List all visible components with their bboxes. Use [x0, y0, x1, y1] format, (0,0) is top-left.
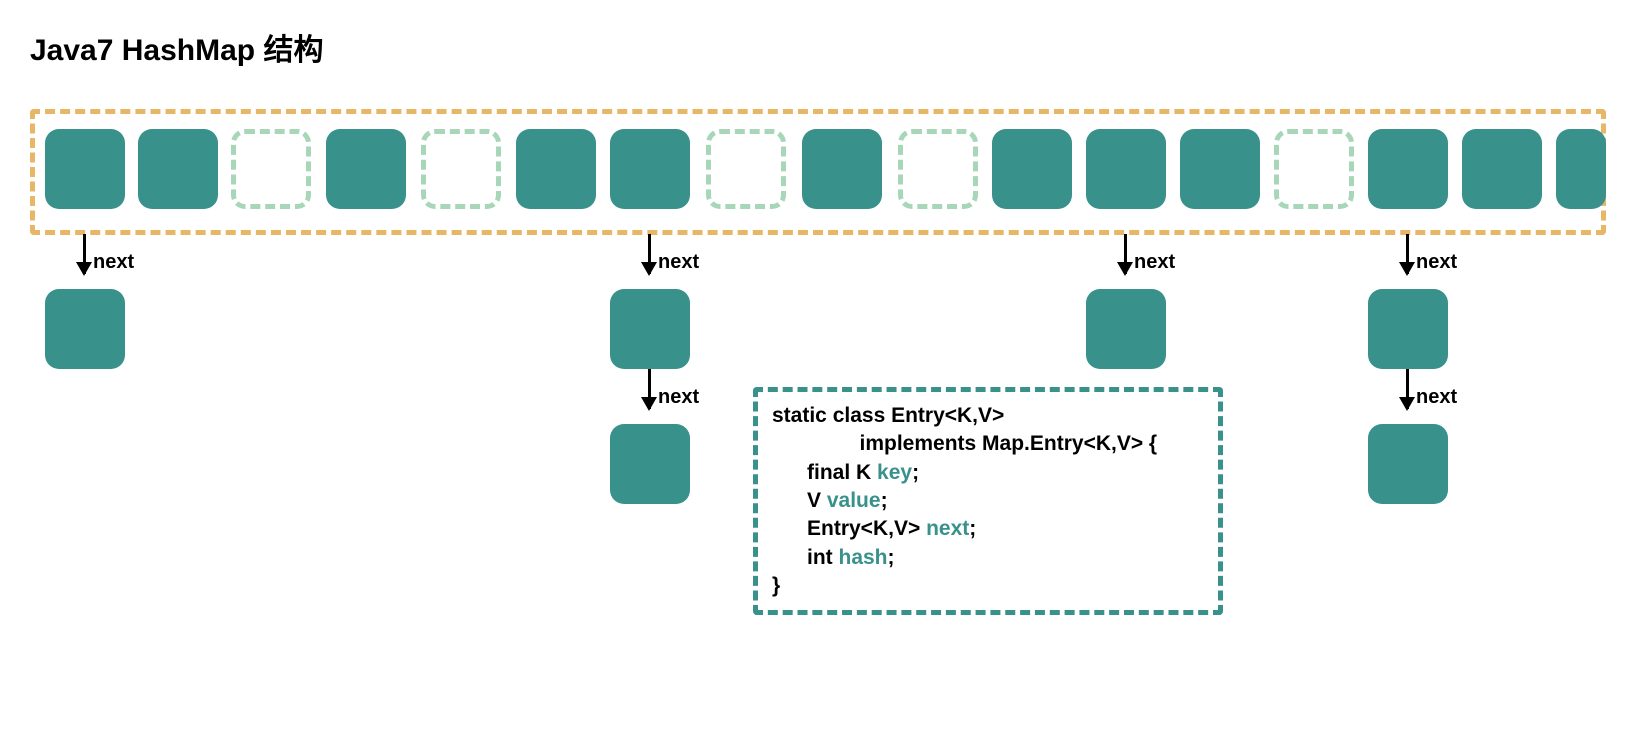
code-line: }	[772, 572, 1204, 600]
array-slot-filled	[326, 129, 406, 209]
code-highlight: key	[877, 461, 912, 484]
next-arrow	[648, 234, 651, 274]
array-slot-filled	[1556, 129, 1606, 209]
array-slot-filled	[45, 129, 125, 209]
next-arrow-label: next	[93, 251, 134, 274]
next-arrow-label: next	[658, 251, 699, 274]
code-text: ;	[888, 546, 895, 569]
array-slot-empty	[898, 129, 978, 209]
code-highlight: next	[926, 517, 969, 540]
chain-node	[1368, 424, 1448, 504]
array-slot-filled	[992, 129, 1072, 209]
array-slot-empty	[706, 129, 786, 209]
array-slot-empty	[231, 129, 311, 209]
hashmap-diagram: next next next next next next static class En…	[30, 109, 1606, 729]
code-text: ;	[912, 461, 919, 484]
next-arrow-label: next	[1134, 251, 1175, 274]
code-highlight: value	[827, 489, 881, 512]
code-line: V value;	[772, 487, 1204, 515]
array-slot-empty	[421, 129, 501, 209]
next-arrow-label: next	[1416, 386, 1457, 409]
array-slot-filled	[138, 129, 218, 209]
array-slot-empty	[1274, 129, 1354, 209]
code-text: static class Entry<K,V>	[772, 404, 1004, 427]
next-arrow	[1124, 234, 1127, 274]
code-text: ;	[969, 517, 976, 540]
array-slot-filled	[516, 129, 596, 209]
code-text: V	[772, 489, 827, 512]
code-highlight: hash	[839, 546, 888, 569]
array-slot-filled	[1462, 129, 1542, 209]
array-slot-filled	[1086, 129, 1166, 209]
code-text: }	[772, 574, 780, 597]
next-arrow-label: next	[1416, 251, 1457, 274]
array-slot-filled	[610, 129, 690, 209]
next-arrow	[83, 234, 86, 274]
code-line: int hash;	[772, 544, 1204, 572]
chain-node	[1368, 289, 1448, 369]
code-line: static class Entry<K,V>	[772, 402, 1204, 430]
code-text: int	[772, 546, 839, 569]
code-line: Entry<K,V> next;	[772, 515, 1204, 543]
chain-node	[1086, 289, 1166, 369]
next-arrow	[1406, 369, 1409, 409]
array-slot-filled	[802, 129, 882, 209]
code-line: final K key;	[772, 459, 1204, 487]
chain-node	[610, 289, 690, 369]
array-slot-filled	[1180, 129, 1260, 209]
diagram-title: Java7 HashMap 结构	[30, 25, 1606, 69]
next-arrow-label: next	[658, 386, 699, 409]
code-text: final K	[772, 461, 877, 484]
entry-code-box: static class Entry<K,V> implements Map.E…	[753, 387, 1223, 615]
chain-node	[45, 289, 125, 369]
array-slot-filled	[1368, 129, 1448, 209]
next-arrow	[1406, 234, 1409, 274]
chain-node	[610, 424, 690, 504]
code-text: implements Map.Entry<K,V> {	[772, 432, 1157, 455]
code-text: Entry<K,V>	[772, 517, 926, 540]
code-text: ;	[881, 489, 888, 512]
next-arrow	[648, 369, 651, 409]
code-line: implements Map.Entry<K,V> {	[772, 430, 1204, 458]
